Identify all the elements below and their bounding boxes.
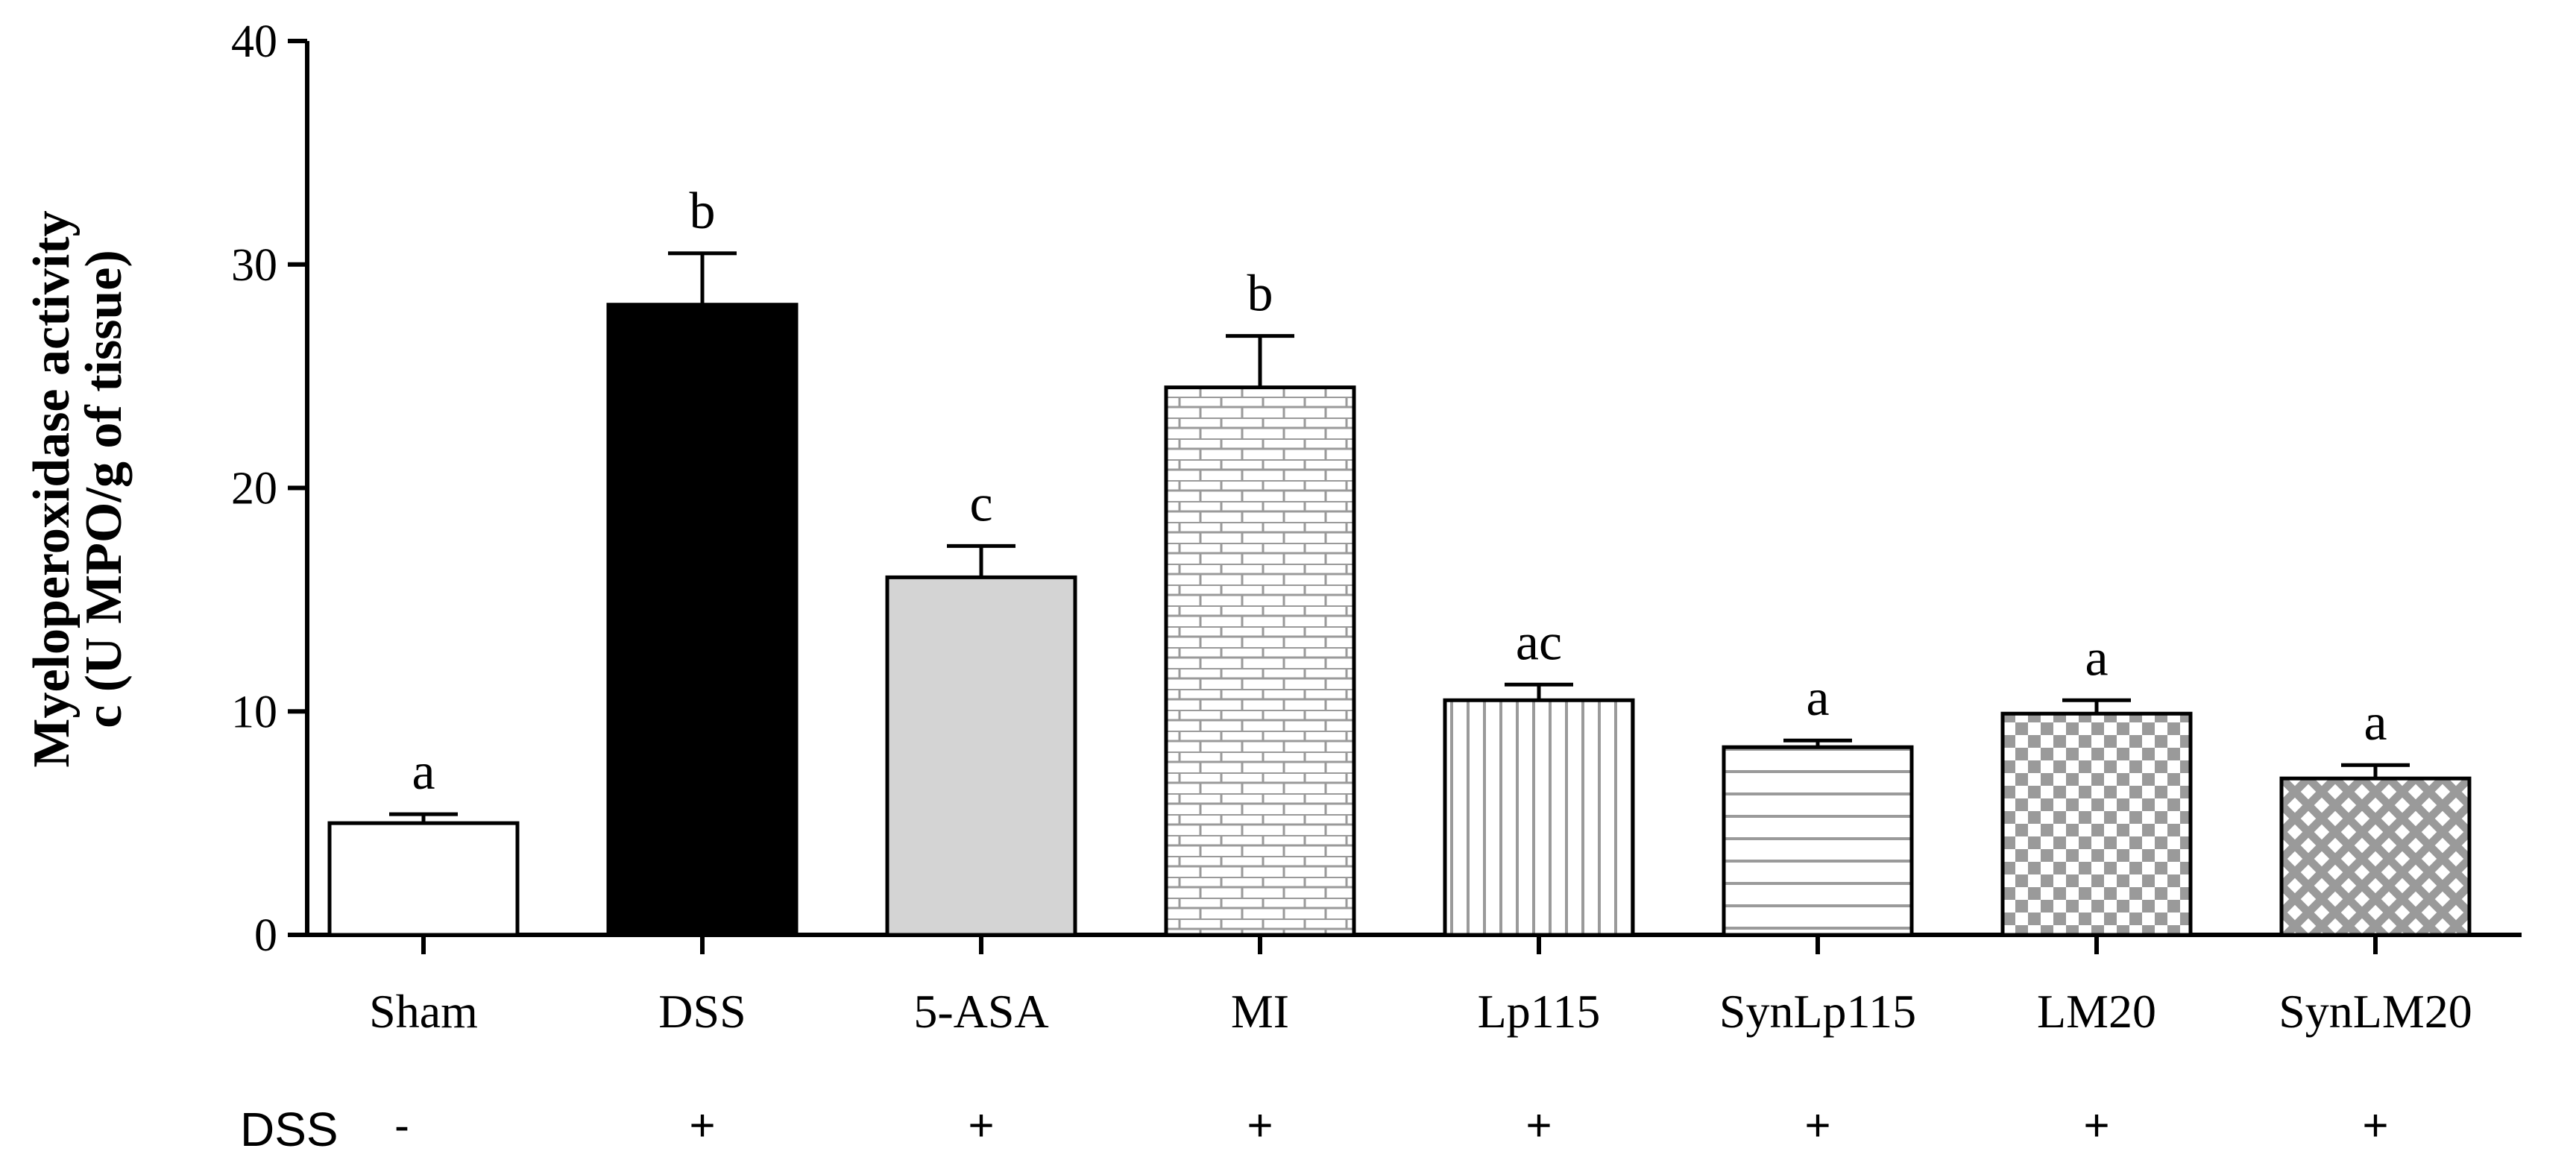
- significance-label-sham: a: [412, 743, 435, 801]
- bar-sham: [327, 821, 520, 937]
- x-tick-label-dss: DSS: [658, 985, 746, 1038]
- x-ticks: Sham DSS 5-ASA MI Lp115 SynLp115 LM20 SynLM20: [369, 935, 2472, 1038]
- dss-sign-synlm20: +: [2362, 1100, 2388, 1150]
- dss-sign-lp115: +: [1525, 1100, 1552, 1150]
- bar-dss: [606, 303, 799, 937]
- significance-label-synlp115: a: [1806, 669, 1829, 727]
- bars: a b c b ac a a a: [327, 183, 2472, 937]
- significance-label-lp115: ac: [1516, 614, 1562, 671]
- y-ticks: 0 10 20 30 40: [231, 16, 307, 961]
- dss-sign-mi: +: [1247, 1100, 1273, 1150]
- bar-lm20: [2000, 711, 2193, 937]
- dss-row-label: DSS: [240, 1103, 338, 1156]
- significance-label-dss: b: [690, 183, 716, 240]
- y-tick-label: 10: [231, 687, 277, 737]
- bar-mi: [1164, 385, 1356, 937]
- bar-lp115: [1443, 698, 1635, 937]
- dss-sign-sham: -: [394, 1100, 409, 1150]
- bar-synlp115: [1722, 745, 1914, 937]
- dss-sign-dss: +: [689, 1100, 715, 1150]
- y-axis-title: Myeloperoxidase activity c (U MPO/g of t…: [23, 210, 133, 767]
- significance-label-lm20: a: [2085, 629, 2108, 687]
- dss-sign-lm20: +: [2083, 1100, 2109, 1150]
- significance-label-5-asa: c: [969, 475, 992, 532]
- y-tick-label: 20: [231, 464, 277, 514]
- y-tick-label: 40: [231, 16, 277, 67]
- dss-sign-5-asa: +: [968, 1100, 994, 1150]
- bar-5-asa: [885, 575, 1077, 937]
- x-tick-label-5-asa: 5-ASA: [913, 985, 1048, 1038]
- dss-sign-synlp115: +: [1804, 1100, 1830, 1150]
- y-tick-label: 30: [231, 240, 277, 291]
- dss-treatment-row: - + + + + + + +: [394, 1100, 2389, 1150]
- x-tick-label-synlm20: SynLM20: [2279, 985, 2472, 1038]
- y-axis-title-line1: Myeloperoxidase activity: [23, 210, 81, 767]
- bar-synlm20: [2279, 776, 2472, 937]
- x-tick-label-lm20: LM20: [2037, 985, 2156, 1038]
- x-tick-label-lp115: Lp115: [1478, 985, 1601, 1038]
- x-tick-label-mi: MI: [1231, 985, 1289, 1038]
- y-tick-label: 0: [254, 910, 277, 961]
- significance-label-synlm20: a: [2364, 694, 2387, 751]
- x-tick-label-synlp115: SynLp115: [1719, 985, 1916, 1038]
- x-tick-label-sham: Sham: [369, 985, 478, 1038]
- y-axis-title-line2: c (U MPO/g of tissue): [75, 250, 133, 728]
- significance-label-mi: b: [1247, 265, 1273, 323]
